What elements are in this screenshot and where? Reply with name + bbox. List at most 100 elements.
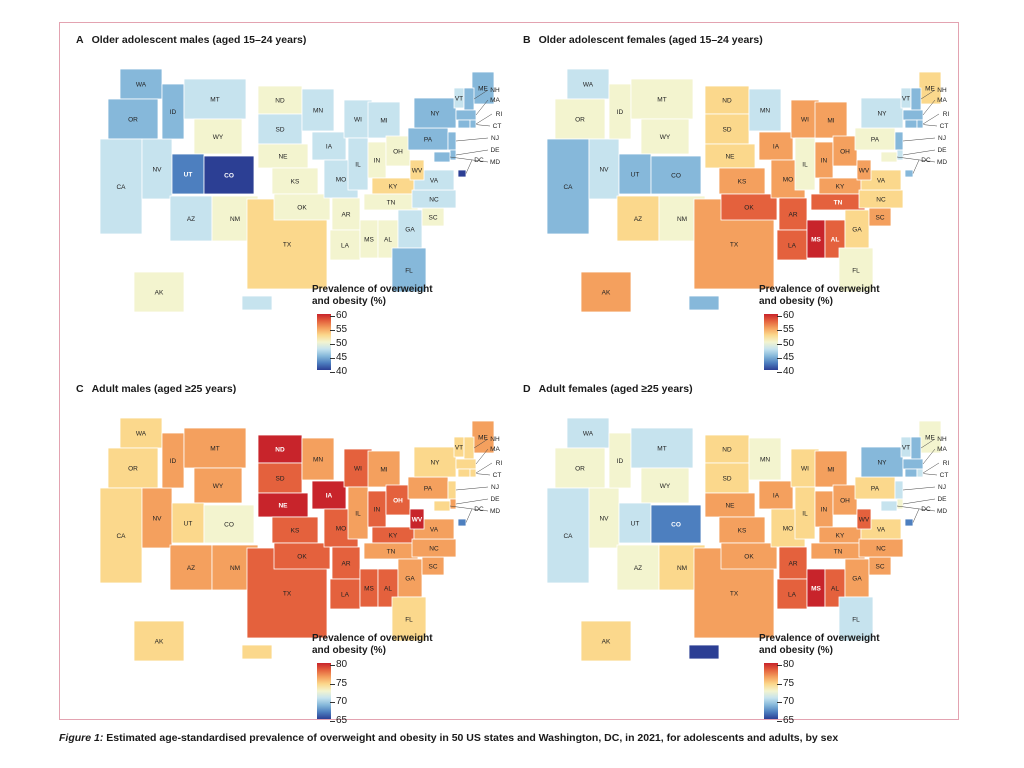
state-dc xyxy=(457,169,467,178)
panel-letter: B xyxy=(523,34,531,46)
us-state-map: WA OR CA NV ID MT WY UT CO AZ NM TX ND SD NE KS OK MN IA MO… xyxy=(546,417,949,662)
state-de xyxy=(449,149,457,161)
state-label-fl: FL xyxy=(852,617,860,624)
state-label-nm: NM xyxy=(230,565,240,572)
state-label-pa: PA xyxy=(871,486,880,493)
state-label-mt: MT xyxy=(210,446,219,453)
state-label-ny: NY xyxy=(430,460,440,467)
state-label-sc: SC xyxy=(875,215,884,222)
legend-title-line2: and obesity (%) xyxy=(312,296,386,307)
state-wy xyxy=(193,118,243,155)
state-label-ok: OK xyxy=(297,554,307,561)
state-label-nc: NC xyxy=(429,197,439,204)
state-label-wy: WY xyxy=(660,483,671,490)
state-label-nv: NV xyxy=(599,167,609,174)
callout-line xyxy=(465,508,473,523)
state-hi xyxy=(241,295,273,311)
state-label-ut: UT xyxy=(631,521,640,528)
state-label-ca: CA xyxy=(116,184,126,191)
state-label-mt: MT xyxy=(657,97,666,104)
state-label-nh: NH xyxy=(937,436,947,443)
state-label-ia: IA xyxy=(326,493,333,500)
state-label-va: VA xyxy=(877,178,886,185)
callout-line xyxy=(455,137,489,142)
state-label-me: ME xyxy=(478,435,488,442)
state-md xyxy=(880,500,898,512)
us-state-map: WA OR CA NV ID MT WY UT CO AZ NM TX ND SD NE KS OK MN IA MO… xyxy=(99,68,502,313)
state-label-mi: MI xyxy=(380,118,387,125)
state-label-or: OR xyxy=(128,466,138,473)
state-ny xyxy=(860,97,904,129)
callout-line xyxy=(449,156,489,163)
state-de xyxy=(896,149,904,161)
state-label-tx: TX xyxy=(283,591,292,598)
callout-line xyxy=(922,99,936,116)
callout-line xyxy=(912,508,920,523)
state-label-dc: DC xyxy=(474,506,484,513)
callout-line xyxy=(465,159,473,174)
state-label-ct: CT xyxy=(940,123,949,130)
state-label-mo: MO xyxy=(336,177,346,184)
state-nj xyxy=(894,480,904,500)
state-label-ri: RI xyxy=(943,111,950,118)
state-ok xyxy=(720,542,778,570)
state-hi xyxy=(688,295,720,311)
legend-tick: 80 xyxy=(776,659,795,670)
state-label-co: CO xyxy=(224,522,234,529)
state-label-nj: NJ xyxy=(938,484,946,491)
state-label-de: DE xyxy=(937,496,947,503)
state-label-sd: SD xyxy=(722,127,731,134)
state-label-nj: NJ xyxy=(491,135,499,142)
state-label-oh: OH xyxy=(840,498,850,505)
callout-line xyxy=(455,149,489,156)
state-label-md: MD xyxy=(490,159,500,166)
state-or xyxy=(554,98,606,140)
state-ca xyxy=(99,138,143,235)
callout-line xyxy=(455,486,489,491)
state-label-wi: WI xyxy=(354,466,362,473)
state-nd xyxy=(257,434,303,464)
state-label-md: MD xyxy=(490,508,500,515)
state-nd xyxy=(704,434,750,464)
legend-color-bar xyxy=(764,314,778,370)
legend-title-line1: Prevalence of overweight xyxy=(312,633,433,644)
state-ne xyxy=(704,492,756,518)
state-label-ky: KY xyxy=(389,533,398,540)
state-ma xyxy=(455,458,477,470)
state-label-sc: SC xyxy=(428,564,437,571)
state-de xyxy=(896,498,904,510)
state-label-me: ME xyxy=(478,86,488,93)
state-mn xyxy=(301,437,335,481)
state-label-pa: PA xyxy=(424,486,433,493)
state-label-pa: PA xyxy=(871,137,880,144)
state-label-in: IN xyxy=(374,507,381,514)
state-label-ut: UT xyxy=(184,521,193,528)
state-mn xyxy=(748,88,782,132)
state-ne xyxy=(257,492,309,518)
legend-title: Prevalence of overweight and obesity (%) xyxy=(312,633,502,657)
state-mn xyxy=(301,88,335,132)
state-label-wv: WV xyxy=(859,168,870,175)
legend-color-bar xyxy=(764,663,778,719)
callout-line xyxy=(475,448,489,465)
panel-letter: C xyxy=(76,383,84,395)
legend-tick: 80 xyxy=(329,659,348,670)
state-label-ma: MA xyxy=(937,446,947,453)
legend-title-line2: and obesity (%) xyxy=(759,296,833,307)
state-ok xyxy=(273,193,331,221)
state-label-pa: PA xyxy=(424,137,433,144)
state-wi xyxy=(790,99,820,139)
state-label-tn: TN xyxy=(834,549,843,556)
state-label-la: LA xyxy=(788,592,797,599)
legend-tick: 40 xyxy=(776,366,795,377)
state-or xyxy=(107,447,159,489)
panel-a: A Older adolescent males (aged 15–24 year… xyxy=(62,26,507,377)
state-label-ks: KS xyxy=(738,179,747,186)
callout-line xyxy=(912,159,920,174)
state-ca xyxy=(546,487,590,584)
state-dc xyxy=(457,518,467,527)
state-label-me: ME xyxy=(925,86,935,93)
state-label-wa: WA xyxy=(583,82,594,89)
state-label-nc: NC xyxy=(876,546,886,553)
state-label-va: VA xyxy=(430,527,439,534)
